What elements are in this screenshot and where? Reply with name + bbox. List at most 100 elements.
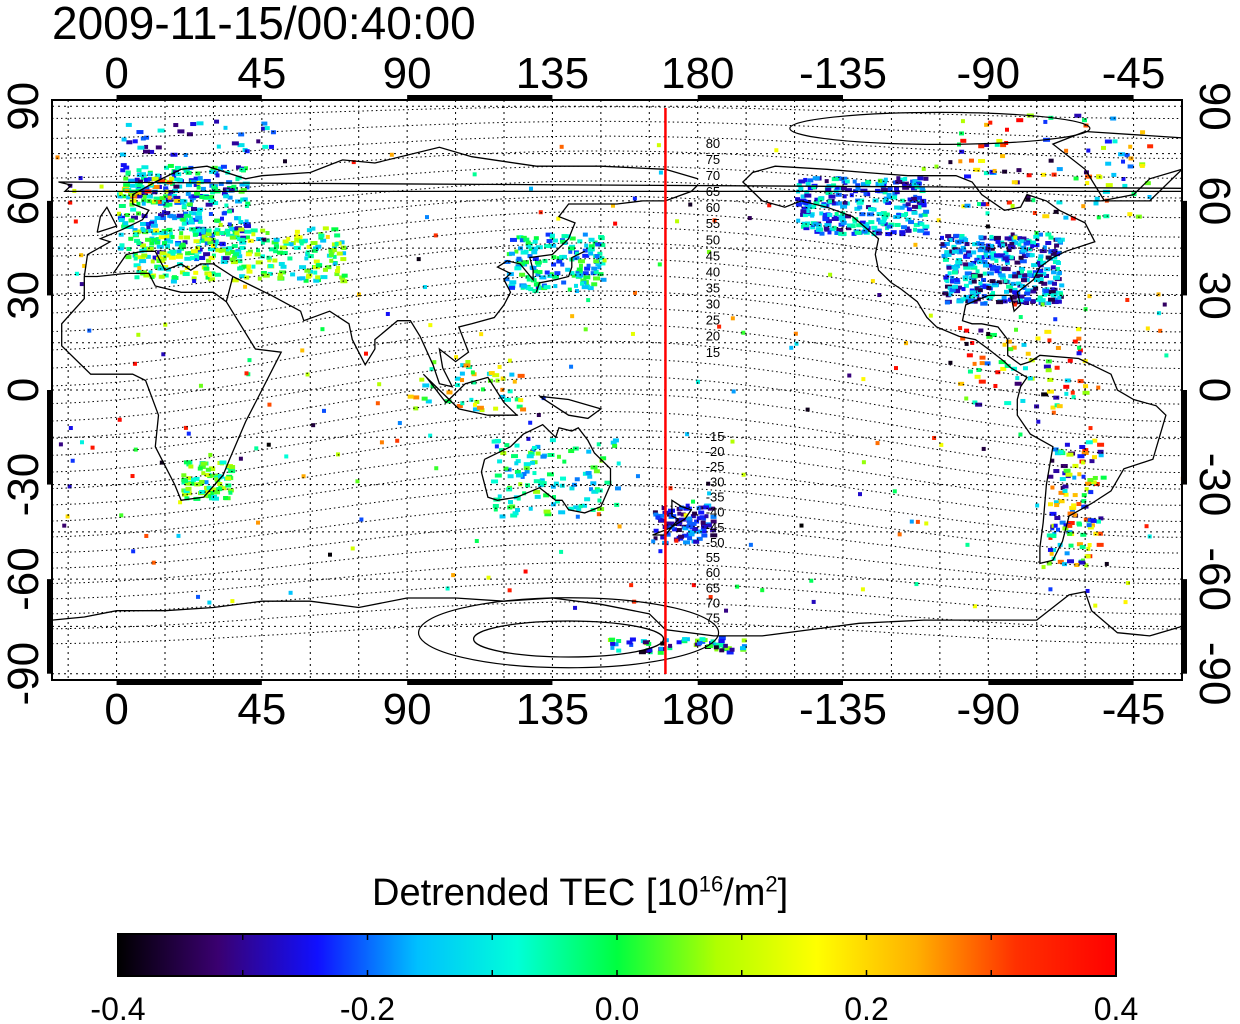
lat-tick-label-right: -90 xyxy=(1190,642,1239,706)
lon-tick-label-bottom: 90 xyxy=(383,685,432,734)
colorbar-title-exp1: 16 xyxy=(698,871,724,897)
contour-label: 25 xyxy=(706,313,720,328)
coastline xyxy=(83,146,698,277)
contour-label: 75 xyxy=(706,611,720,626)
coastline xyxy=(61,272,283,502)
contour-label: 50 xyxy=(706,232,720,247)
mag-contour xyxy=(51,357,1183,422)
mag-contour xyxy=(51,226,1183,277)
colorbar-tick-label: -0.2 xyxy=(340,991,395,1024)
coastline xyxy=(232,184,699,388)
contour-label: 35 xyxy=(706,281,720,296)
axis-bar-segment xyxy=(47,579,52,674)
lat-tick-label-right: 90 xyxy=(1190,82,1239,131)
axis-bar-segment xyxy=(697,95,843,100)
lat-tick-label-left: 90 xyxy=(0,82,48,131)
south-pole-contour-2 xyxy=(417,597,720,669)
lon-tick-label-top: 90 xyxy=(383,49,432,98)
lon-tick-label-bottom: 45 xyxy=(237,685,286,734)
contour-label: -30 xyxy=(706,474,725,489)
contour-label: -40 xyxy=(706,505,725,520)
lat-tick-label-right: 0 xyxy=(1190,378,1239,402)
contour-label: 80 xyxy=(706,136,720,151)
axis-bar-segment xyxy=(1182,579,1187,674)
colorbar-title-mid: /m xyxy=(723,872,766,914)
lon-tick-label-bottom: 135 xyxy=(516,685,589,734)
coastline xyxy=(741,165,1167,565)
lon-tick-label-bottom: -90 xyxy=(956,685,1020,734)
contour-label: -20 xyxy=(706,444,725,459)
contour-label: 45 xyxy=(706,248,720,263)
contour-label: 75 xyxy=(706,152,720,167)
axis-bar-segment xyxy=(407,95,553,100)
mag-contour xyxy=(51,410,1183,473)
axis-bar-segment xyxy=(47,200,52,296)
lon-tick-label-bottom: 0 xyxy=(104,685,128,734)
coastline xyxy=(535,250,585,293)
mag-contour xyxy=(51,375,1183,440)
coastline xyxy=(652,499,693,536)
coastline xyxy=(112,250,234,302)
lat-tick-label-left: 0 xyxy=(0,378,48,402)
coastline xyxy=(422,373,519,416)
contour-label: 40 xyxy=(706,264,720,279)
contour-label: 60 xyxy=(706,565,720,580)
mag-contour xyxy=(51,393,1183,457)
lon-tick-label-top: -90 xyxy=(956,49,1020,98)
lon-tick-label-top: -45 xyxy=(1102,49,1166,98)
contour-label: 30 xyxy=(706,297,720,312)
colorbar-title-exp2: 2 xyxy=(765,871,778,897)
mag-contour xyxy=(51,258,1183,314)
colorbar-tick-label: 0.4 xyxy=(1094,991,1138,1024)
timestamp-title: 2009-11-15/00:40:00 xyxy=(52,0,476,49)
lon-tick-label-top: -135 xyxy=(799,49,887,98)
mag-contour xyxy=(51,210,1183,257)
axis-bar-segment xyxy=(988,680,1134,685)
lat-tick-label-left: 30 xyxy=(0,271,48,320)
mag-contour xyxy=(51,466,1183,522)
colorbar-tick-label: 0.0 xyxy=(595,991,639,1024)
axis-bar-segment xyxy=(988,95,1134,100)
mag-contour xyxy=(51,523,1183,569)
lon-tick-label-bottom: -135 xyxy=(799,685,887,734)
colorbar-title-end: ] xyxy=(777,872,789,914)
coastline xyxy=(539,395,603,420)
lon-tick-label-top: 45 xyxy=(237,49,286,98)
magnetic-contours xyxy=(51,106,1183,645)
contour-label: -35 xyxy=(706,490,725,505)
mag-contour xyxy=(51,340,1183,405)
mag-contour xyxy=(51,484,1183,538)
colorbar-tick-label: -0.4 xyxy=(90,991,145,1024)
colorbar-title: Detrended TEC [1016/m2] xyxy=(372,872,788,915)
contour-label: 55 xyxy=(706,216,720,231)
coastline xyxy=(1085,168,1183,202)
coastline xyxy=(480,423,612,514)
mag-contour xyxy=(51,306,1183,369)
contour-label: 65 xyxy=(706,580,720,595)
lat-tick-label-left: -90 xyxy=(0,642,48,706)
mag-contour xyxy=(51,429,1183,490)
mag-contour xyxy=(51,290,1183,351)
contour-label: -50 xyxy=(706,535,725,550)
grid-lines xyxy=(52,100,1183,680)
mag-contour xyxy=(51,503,1183,554)
contour-label: -15 xyxy=(706,429,725,444)
lon-tick-label-bottom: 180 xyxy=(661,685,734,734)
mag-contour xyxy=(51,323,1183,387)
axis-bar-segment xyxy=(1182,200,1187,296)
mag-contour xyxy=(51,274,1183,333)
contour-label: 70 xyxy=(706,595,720,610)
colorbar-tick-label: 0.2 xyxy=(844,991,888,1024)
lon-tick-label-bottom: -45 xyxy=(1102,685,1166,734)
lon-tick-label-top: 0 xyxy=(104,49,128,98)
lat-tick-label-right: -60 xyxy=(1190,547,1239,611)
axis-bars xyxy=(47,95,1187,685)
lon-tick-label-top: 135 xyxy=(516,49,589,98)
contour-label: 65 xyxy=(706,184,720,199)
contour-label: 60 xyxy=(706,200,720,215)
lon-tick-label-top: 180 xyxy=(661,49,734,98)
contour-label: 20 xyxy=(706,329,720,344)
contour-label: -45 xyxy=(706,520,725,535)
axis-bar-segment xyxy=(407,680,553,685)
